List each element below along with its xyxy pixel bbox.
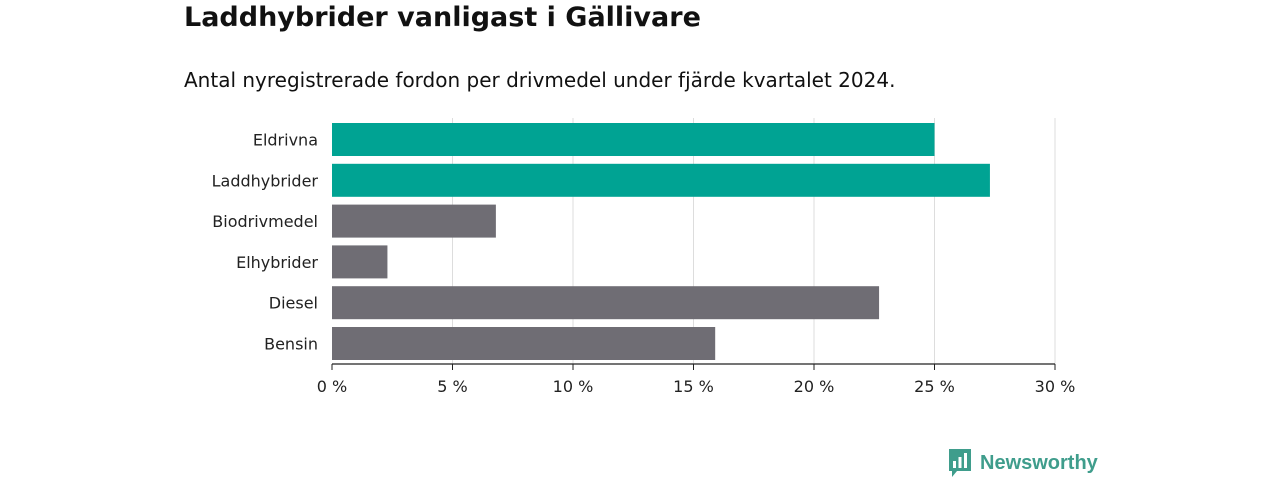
bar-chart: Eldrivna Laddhybrider Biodrivmedel Elhybrid… [212, 118, 1076, 396]
bar [332, 245, 388, 279]
bar [332, 204, 496, 238]
bar [332, 286, 880, 320]
newsworthy-logo-icon [949, 449, 971, 477]
x-tick-label: 15 % [673, 377, 714, 396]
bar [332, 163, 990, 197]
category-labels: Eldrivna Laddhybrider Biodrivmedel Elhybrid… [212, 131, 319, 354]
category-label: Laddhybrider [212, 171, 319, 190]
category-label: Bensin [264, 335, 318, 354]
brand-name: Newsworthy [980, 451, 1098, 474]
x-tick-label: 0 % [317, 377, 347, 396]
brand-logo: Newsworthy [948, 448, 1098, 478]
bar [332, 123, 935, 156]
category-label: Biodrivmedel [212, 212, 318, 231]
x-tick-label: 30 % [1035, 377, 1076, 396]
category-label: Eldrivna [253, 131, 318, 150]
category-label: Diesel [269, 294, 318, 313]
bars [332, 123, 990, 360]
x-tick-label: 25 % [914, 377, 955, 396]
x-tick-label: 5 % [437, 377, 467, 396]
x-tick-label: 10 % [553, 377, 594, 396]
bar [332, 327, 716, 360]
gridlines [452, 118, 1056, 364]
chart-subtitle: Antal nyregistrerade fordon per drivmede… [184, 68, 896, 92]
x-axis: 0 % 5 % 10 % 15 % 20 % 25 % 30 % [317, 363, 1076, 396]
category-label: Elhybrider [236, 253, 318, 272]
x-tick-label: 20 % [794, 377, 835, 396]
chart-title: Laddhybrider vanligast i Gällivare [184, 2, 701, 33]
